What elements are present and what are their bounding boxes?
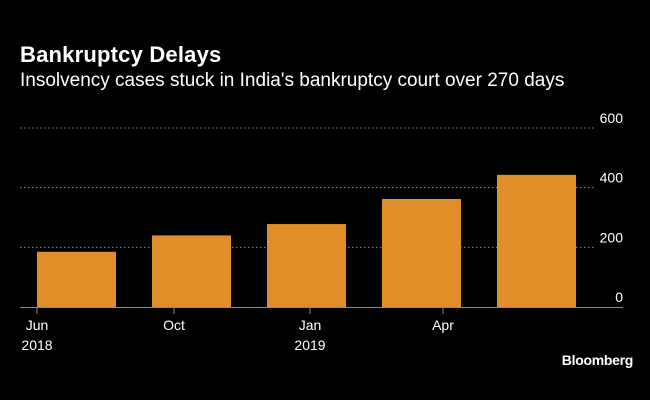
bar-1	[37, 251, 116, 307]
y-tick-label-200: 200	[600, 229, 624, 245]
y-tick-label-0: 0	[615, 289, 623, 305]
y-tick-label-400: 400	[600, 170, 624, 186]
x-tick-label-1: Jun	[26, 317, 49, 333]
y-tick-label-600: 600	[600, 110, 624, 126]
bloomberg-logo: Bloomberg	[561, 352, 634, 368]
bar-2	[152, 235, 231, 307]
chart-title: Bankruptcy Delays	[20, 42, 222, 67]
bar-3	[267, 224, 346, 307]
bar-5	[497, 174, 576, 307]
x-tick-year-1: 2018	[21, 337, 52, 353]
bar-4	[382, 199, 461, 307]
x-tick-year-3: 2019	[294, 337, 325, 353]
x-tick-label-3: Jan	[299, 317, 322, 333]
chart-subtitle: Insolvency cases stuck in India's bankru…	[20, 70, 565, 91]
x-tick-label-2: Oct	[163, 317, 185, 333]
x-tick-label-4: Apr	[432, 317, 454, 333]
